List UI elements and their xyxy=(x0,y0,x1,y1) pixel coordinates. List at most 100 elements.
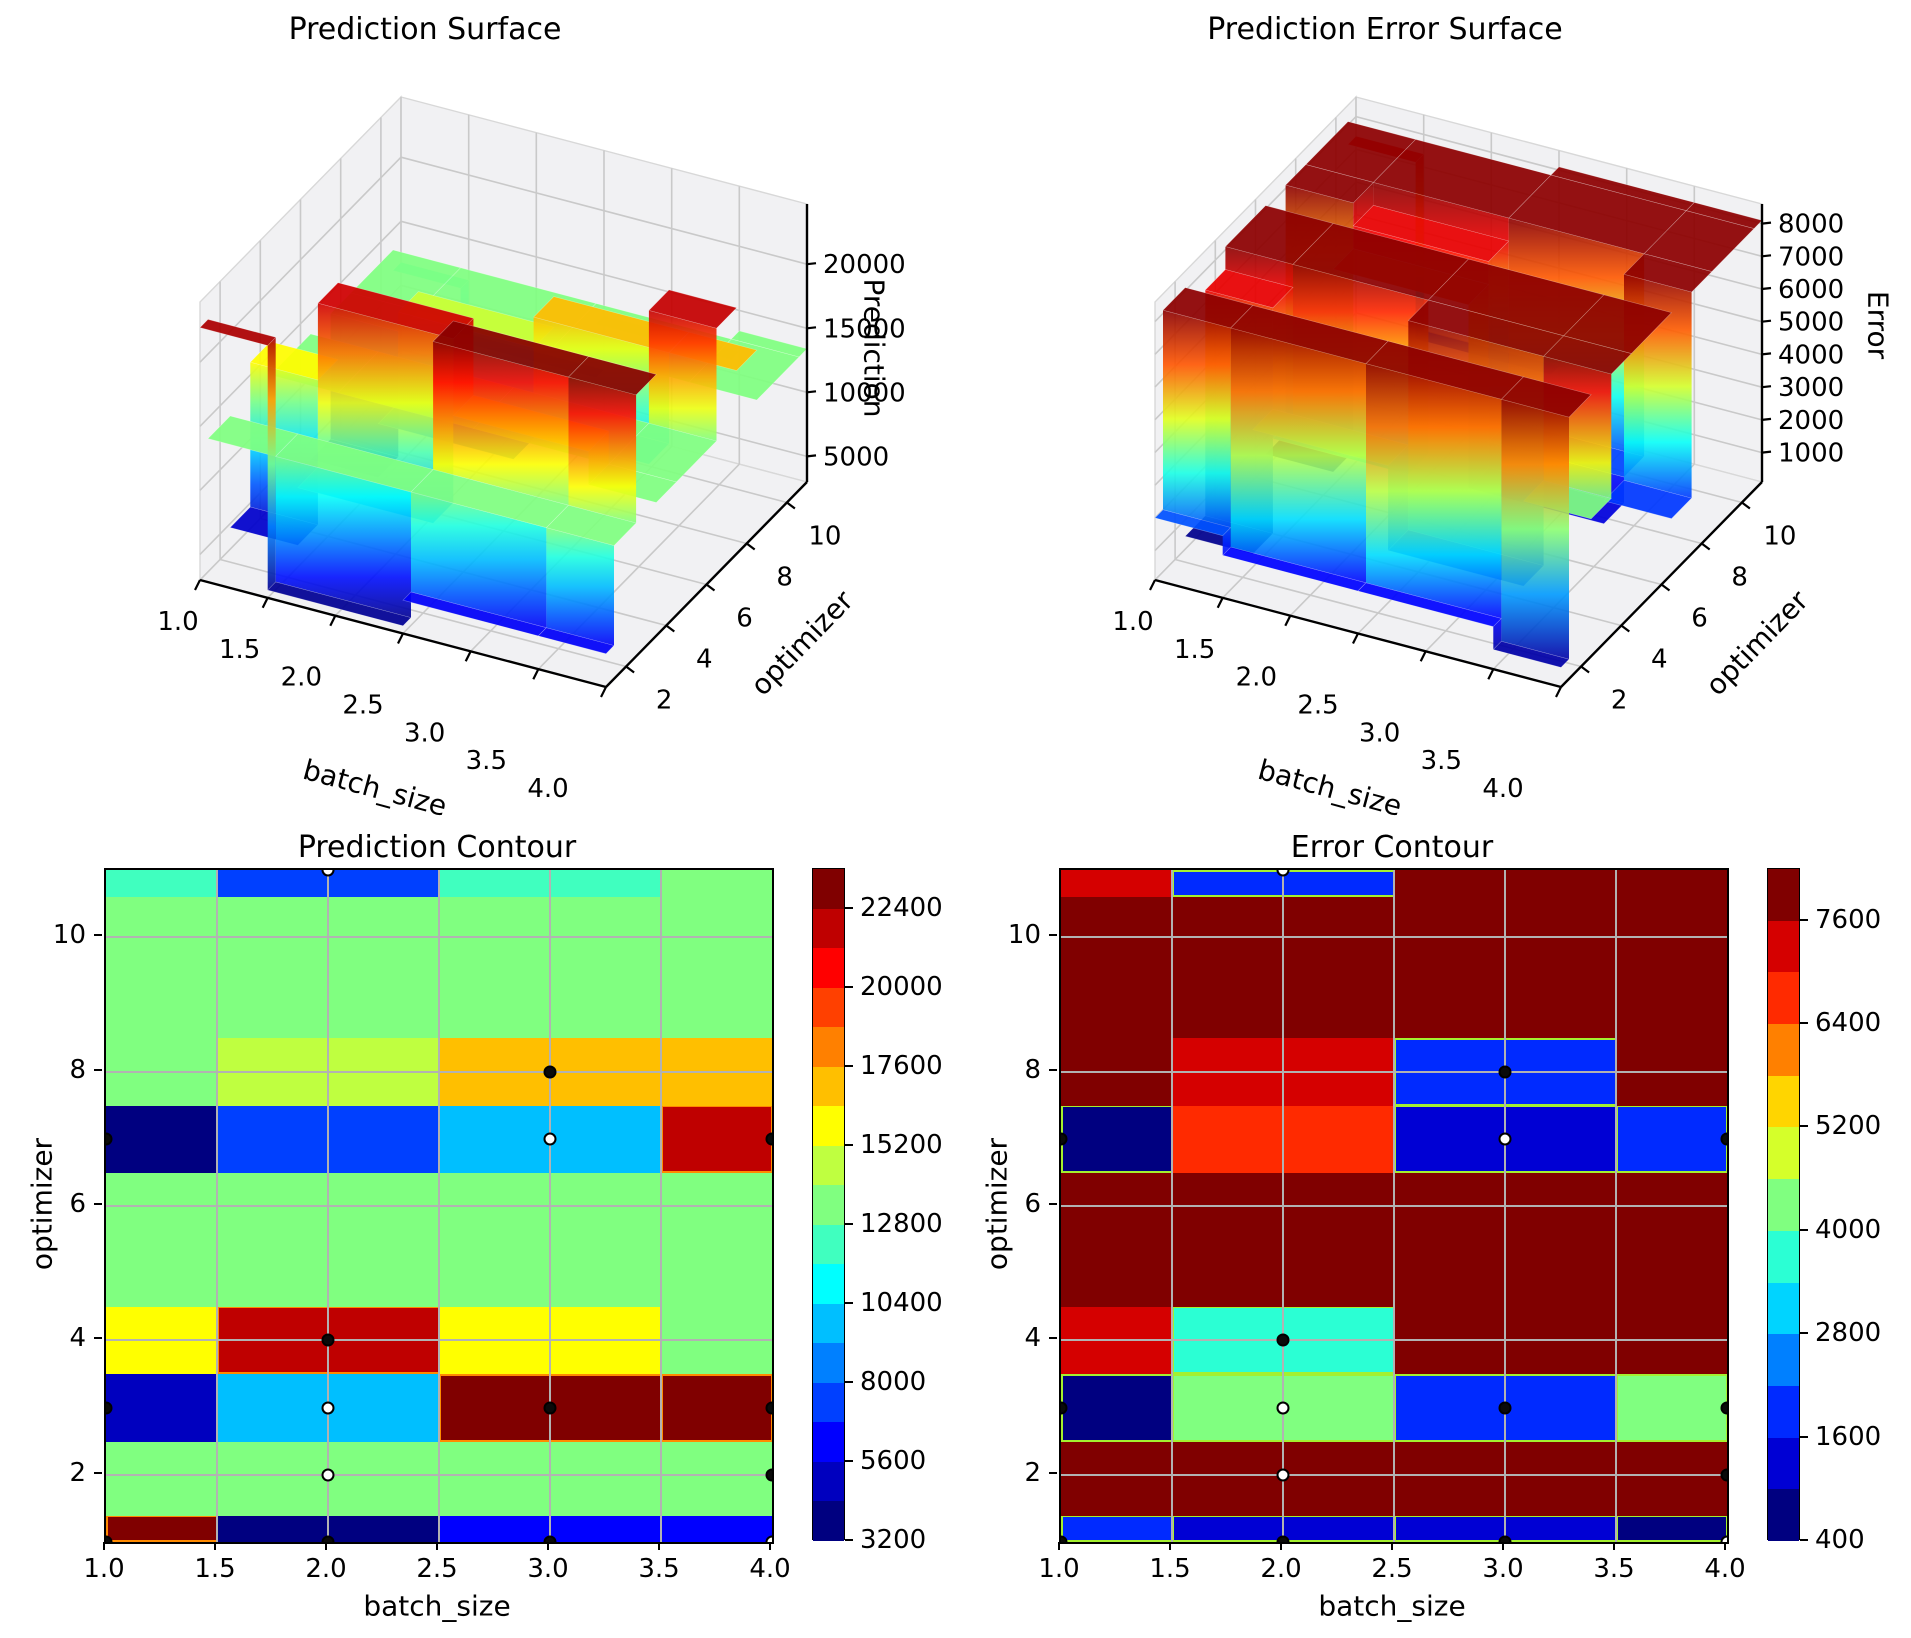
gridline xyxy=(1061,936,1727,939)
colorbar-segment xyxy=(1768,1024,1799,1076)
colorbar-segment xyxy=(1768,1282,1799,1335)
colorbar-segment xyxy=(813,1027,844,1067)
scatter-point xyxy=(106,1401,113,1415)
colorbar-segment xyxy=(1768,1075,1799,1128)
colorbar-tick-label: 400 xyxy=(1815,1525,1865,1555)
y-tick-mark xyxy=(1049,1471,1057,1474)
x-tick-label: 3.5 xyxy=(1593,1554,1635,1584)
contour-cell xyxy=(660,1440,772,1516)
title-prediction-contour: Prediction Contour xyxy=(297,830,577,865)
x-axis-label-batch-size: batch_size xyxy=(363,1589,511,1623)
y-tick-label: 8 xyxy=(69,1054,86,1085)
svg-text:2.5: 2.5 xyxy=(342,691,383,721)
x-tick-mark xyxy=(1502,1542,1504,1550)
colorbar-segment xyxy=(1768,1489,1799,1541)
colorbar-segment xyxy=(1768,1437,1799,1490)
scatter-point xyxy=(1061,1535,1068,1542)
y-tick-mark xyxy=(94,1471,102,1474)
error-contour-plot xyxy=(1059,868,1729,1544)
scatter-point xyxy=(106,1535,113,1542)
colorbar-segment xyxy=(1768,1127,1799,1180)
colorbar-segment xyxy=(813,1264,844,1304)
colorbar-segment xyxy=(813,1382,844,1423)
gridline xyxy=(106,1339,772,1342)
colorbar-segment xyxy=(813,987,844,1028)
scatter-point xyxy=(765,1468,772,1482)
svg-text:15000: 15000 xyxy=(823,314,906,344)
colorbar-tick-label: 12800 xyxy=(860,1208,943,1239)
svg-text:1000: 1000 xyxy=(1778,439,1844,469)
y-tick-label: 6 xyxy=(69,1189,86,1219)
colorbar-segment xyxy=(1768,1179,1799,1231)
gridline xyxy=(106,1473,772,1476)
svg-text:2.5: 2.5 xyxy=(1297,691,1338,721)
colorbar-segment xyxy=(813,1145,844,1186)
x-tick-label: 2.0 xyxy=(1260,1554,1302,1584)
scatter-point xyxy=(543,1132,557,1146)
scatter-point xyxy=(1720,1468,1727,1482)
x-tick-mark xyxy=(769,1542,771,1550)
scatter-point xyxy=(1276,1535,1290,1542)
scatter-point xyxy=(1276,1401,1290,1415)
x-tick-label: 3.5 xyxy=(638,1554,680,1584)
colorbar-tick-mark xyxy=(1800,1435,1808,1438)
x-tick-label: 4.0 xyxy=(749,1554,791,1584)
colorbar-tick-mark xyxy=(1800,1125,1808,1128)
scatter-point xyxy=(765,1401,772,1415)
gridline xyxy=(106,936,772,939)
y-tick-label: 4 xyxy=(69,1323,86,1354)
y-tick-mark xyxy=(94,1068,102,1071)
x-tick-mark xyxy=(547,1542,549,1550)
colorbar-tick-label: 5200 xyxy=(1815,1111,1882,1142)
svg-text:6: 6 xyxy=(736,604,753,634)
scatter-point xyxy=(765,1132,772,1146)
scatter-point xyxy=(1061,1132,1068,1146)
svg-text:8000: 8000 xyxy=(1778,210,1844,240)
y-tick-label: 4 xyxy=(1024,1323,1041,1354)
colorbar-segment xyxy=(1768,1230,1799,1283)
colorbar-tick-label: 15200 xyxy=(860,1129,943,1160)
contour-cell xyxy=(1061,1104,1173,1173)
colorbar-tick-mark xyxy=(845,906,853,909)
contour-cell xyxy=(660,870,772,898)
scatter-point xyxy=(543,1065,557,1079)
error-colorbar xyxy=(1767,868,1800,1541)
gridline xyxy=(106,1070,772,1073)
svg-text:1.5: 1.5 xyxy=(1174,635,1215,665)
colorbar-segment xyxy=(813,1461,844,1502)
contour-cell xyxy=(660,1373,772,1442)
y-axis-label-optimizer: optimizer xyxy=(980,1137,1014,1271)
prediction-contour-plot xyxy=(104,868,774,1544)
colorbar-tick-label: 5600 xyxy=(860,1445,927,1476)
y-tick-mark xyxy=(1049,1203,1057,1205)
contour-cell xyxy=(106,1514,218,1542)
svg-text:4000: 4000 xyxy=(1778,340,1844,370)
svg-text:4: 4 xyxy=(696,645,713,675)
x-tick-label: 2.0 xyxy=(305,1554,347,1584)
z-axis-label-error: Error xyxy=(1861,290,1895,360)
scatter-point xyxy=(1498,1132,1512,1146)
colorbar-segment xyxy=(813,1185,844,1225)
contour-cell xyxy=(1615,1171,1727,1308)
colorbar-tick-mark xyxy=(1800,1539,1808,1541)
y-tick-label: 2 xyxy=(1024,1457,1041,1488)
gridline xyxy=(1061,1070,1727,1073)
svg-text:6000: 6000 xyxy=(1778,275,1844,305)
colorbar-tick-mark xyxy=(1800,1332,1808,1335)
x-tick-mark xyxy=(1169,1542,1171,1550)
scatter-point xyxy=(321,1535,335,1542)
svg-text:8: 8 xyxy=(1731,563,1748,593)
x-tick-label: 3.0 xyxy=(527,1554,569,1584)
svg-text:4.0: 4.0 xyxy=(527,774,568,804)
contour-cell xyxy=(1061,870,1173,898)
y-tick-label: 6 xyxy=(1024,1189,1041,1219)
scatter-point xyxy=(1498,1065,1512,1079)
y-tick-label: 2 xyxy=(69,1457,86,1488)
x-tick-label: 2.5 xyxy=(1371,1554,1413,1584)
title-prediction-surface: Prediction Surface xyxy=(288,12,562,47)
colorbar-segment xyxy=(813,1501,844,1541)
gridline xyxy=(1061,1473,1727,1476)
scatter-point xyxy=(321,1333,335,1347)
contour-cell xyxy=(106,1104,218,1173)
